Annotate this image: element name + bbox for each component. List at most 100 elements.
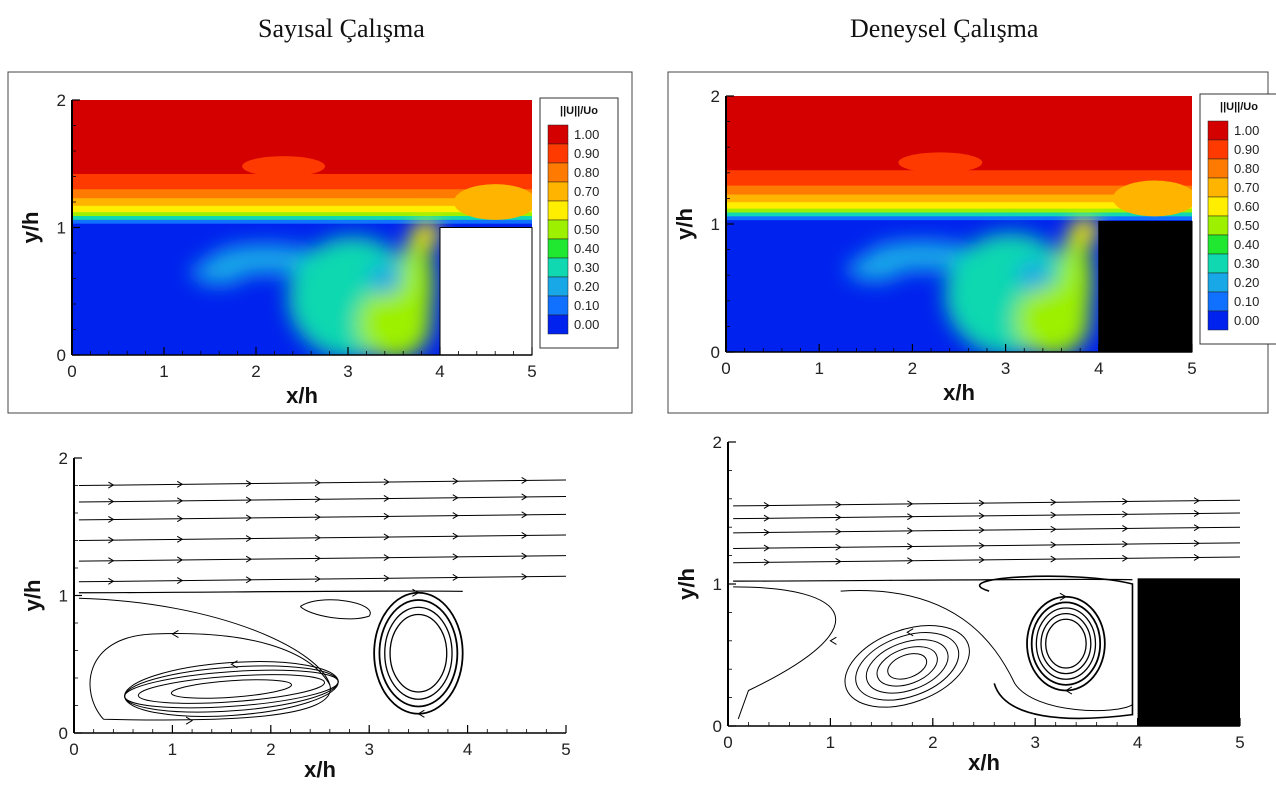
- primary-vortex-ring: [1045, 618, 1087, 669]
- recirculation-band: [412, 221, 441, 247]
- y-tick-label: 2: [713, 433, 722, 452]
- separation-streamline: [78, 590, 463, 594]
- x-tick-label: 5: [1187, 359, 1196, 378]
- primary-vortex-ring: [1035, 607, 1097, 680]
- primary-vortex-ring: [389, 613, 448, 693]
- x-tick-label: 2: [251, 362, 260, 381]
- colorbar-swatch: [547, 276, 569, 297]
- x-tick-label: 4: [435, 362, 444, 381]
- flow-arrow: [1059, 592, 1067, 601]
- x-tick-label: 3: [343, 362, 352, 381]
- primary-vortex-ring: [384, 606, 453, 700]
- flow-arrow: [1193, 510, 1201, 517]
- flow-arrow: [176, 577, 184, 584]
- colorbar-level-label: 0.40: [1234, 237, 1259, 252]
- flow-arrow: [108, 577, 115, 585]
- secondary-vortex-ring: [876, 646, 938, 687]
- recirculation-band: [191, 259, 247, 285]
- colorbar-swatch: [1207, 120, 1229, 141]
- flow-arrow: [383, 495, 390, 502]
- x-tick-label: 0: [723, 733, 732, 752]
- colorbar-swatch: [547, 143, 569, 164]
- step-obstacle: [1137, 578, 1240, 726]
- flow-arrow: [978, 526, 985, 534]
- flow-arrow: [1193, 539, 1201, 547]
- x-axis-label: x/h: [286, 383, 318, 408]
- flow-arrow: [417, 709, 425, 718]
- colorbar-swatch: [1207, 234, 1229, 255]
- flow-arrow: [108, 536, 115, 544]
- colorbar-title: ||U||/Uo: [1220, 101, 1258, 113]
- x-tick-label: 2: [266, 740, 275, 759]
- x-axis-label: x/h: [943, 380, 975, 405]
- flow-arrow: [452, 574, 459, 581]
- colorbar-level-label: 0.20: [1234, 275, 1259, 290]
- secondary-vortex-ring: [855, 632, 960, 701]
- colorbar-swatch: [1207, 196, 1229, 217]
- flow-arrow: [245, 514, 253, 522]
- x-tick-label: 0: [721, 359, 730, 378]
- secondary-vortex-ring: [124, 665, 339, 713]
- colorbar-level-label: 0.70: [574, 184, 599, 199]
- colorbar-level-label: 0.80: [574, 165, 599, 180]
- colorbar-level-label: 1.00: [574, 127, 599, 142]
- flow-arrow: [314, 554, 321, 562]
- secondary-vortex-ring: [124, 661, 339, 717]
- flow-arrow: [521, 573, 528, 581]
- x-tick-label: 5: [527, 362, 536, 381]
- step-obstacle: [439, 227, 533, 356]
- x-tick-label: 3: [364, 740, 373, 759]
- colorbar-level-label: 0.00: [1234, 313, 1259, 328]
- flow-arrow: [521, 532, 528, 539]
- recirculation-band: [1059, 230, 1092, 333]
- flow-arrow: [835, 501, 842, 509]
- freestream-line: [78, 496, 567, 503]
- experimental-velocity-contour: 0 1 2 3 4 5 0 1 2 x/h y/h ||U||/Uo 1.00 0.90 0.80 0.70 0…: [667, 71, 1276, 414]
- contour-field: [726, 96, 1192, 352]
- primary-vortex-ring: [1026, 595, 1106, 692]
- colorbar-swatch: [1207, 253, 1229, 274]
- flow-arrow: [907, 527, 914, 535]
- freestream-line: [78, 534, 567, 541]
- flow-arrow: [835, 528, 842, 536]
- flow-arrow: [1064, 686, 1073, 695]
- flow-arrow: [171, 629, 179, 639]
- colorbar-swatch: [1207, 139, 1229, 160]
- y-tick-label: 0: [713, 717, 722, 736]
- flow-arrow: [245, 576, 253, 584]
- flow-arrow: [176, 535, 184, 543]
- x-tick-label: 1: [168, 740, 177, 759]
- flow-arrow: [314, 575, 321, 583]
- flow-arrow: [521, 493, 528, 501]
- colorbar-title: ||U||/Uo: [560, 105, 598, 117]
- flow-arrow: [978, 542, 985, 550]
- flow-arrow: [835, 514, 842, 521]
- flow-arrow: [829, 636, 837, 645]
- flow-arrow: [907, 557, 914, 565]
- y-axis-label: y/h: [672, 208, 697, 240]
- y-tick-label: 1: [57, 219, 66, 238]
- flow-arrow: [1050, 525, 1057, 533]
- flow-arrow: [835, 543, 842, 551]
- colorbar-swatch: [547, 295, 569, 316]
- x-tick-label: 3: [1001, 359, 1010, 378]
- colorbar-level-label: 0.30: [1234, 256, 1259, 271]
- x-axis-label: x/h: [968, 750, 1000, 775]
- colorbar-level-label: 0.20: [574, 279, 599, 294]
- colorbar-level-label: 0.50: [574, 222, 599, 237]
- y-tick-label: 2: [57, 91, 66, 110]
- x-tick-label: 5: [561, 740, 570, 759]
- recirculation-zone: [191, 221, 441, 355]
- flow-arrow: [1122, 498, 1129, 505]
- colorbar-swatch: [547, 124, 569, 145]
- right-column-title: Deneysel Çalışma: [850, 14, 1039, 43]
- freestream-line: [733, 526, 1241, 534]
- colorbar-level-label: 0.00: [574, 317, 599, 332]
- separation-streamline: [733, 578, 1133, 582]
- colorbar-level-label: 1.00: [1234, 123, 1259, 138]
- freestream-line: [733, 499, 1241, 507]
- colorbar-swatch: [547, 181, 569, 202]
- flow-arrow: [978, 499, 985, 507]
- y-axis-label: y/h: [674, 568, 699, 600]
- flow-arrow: [1050, 498, 1057, 506]
